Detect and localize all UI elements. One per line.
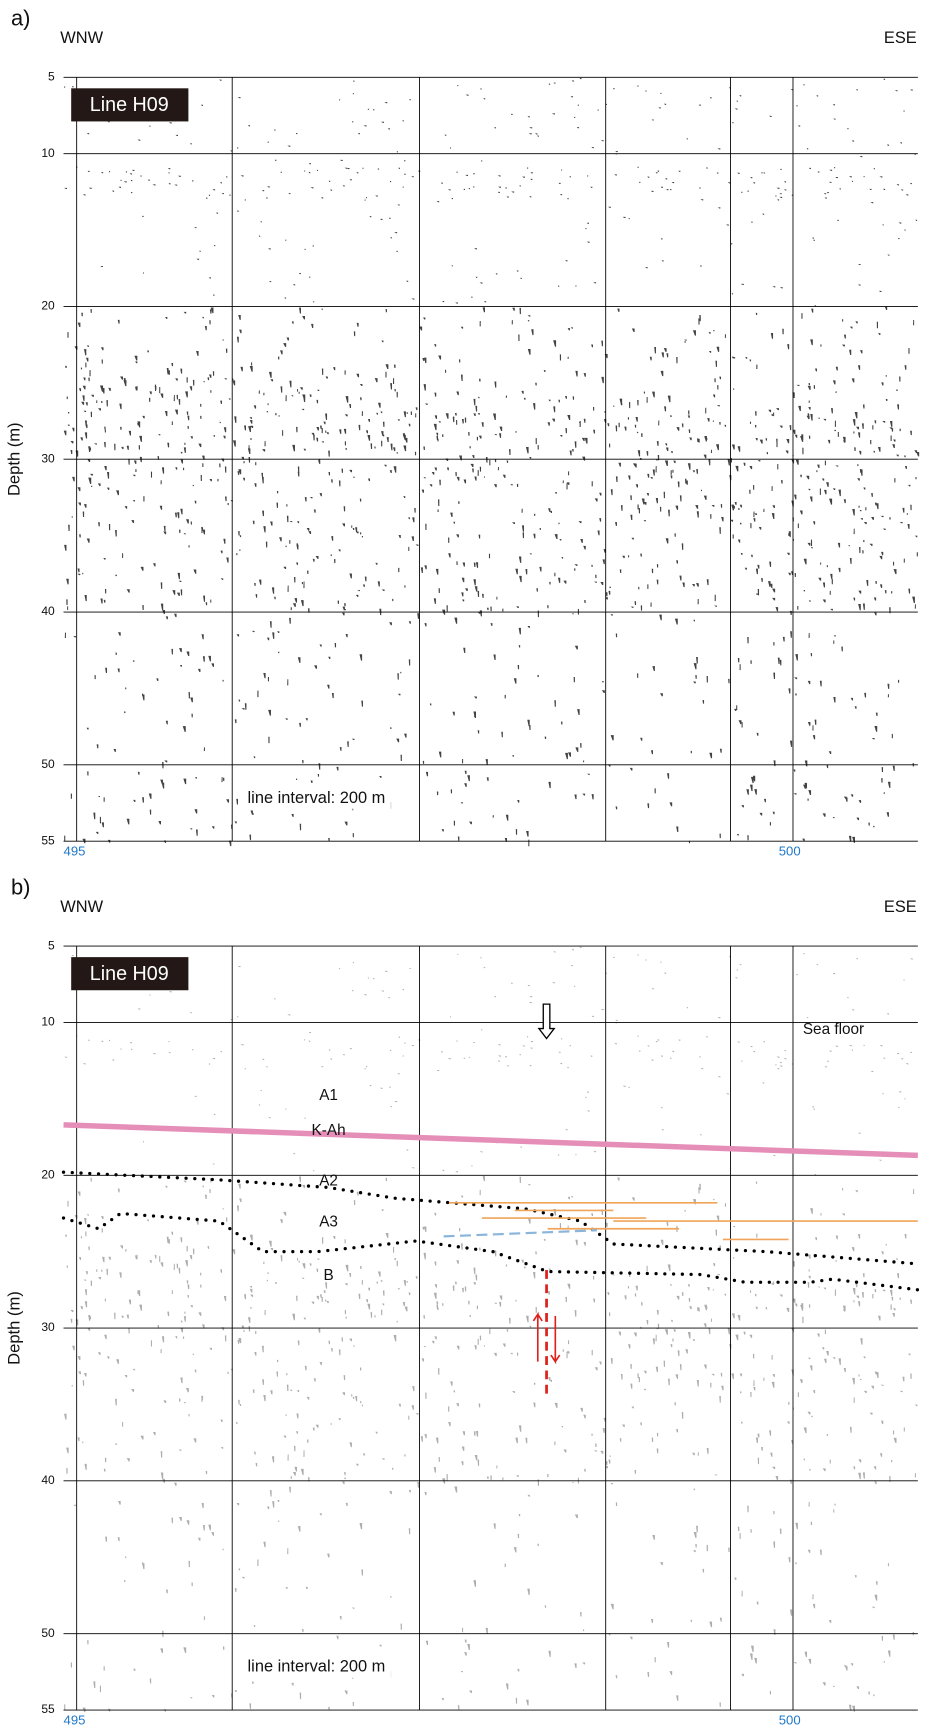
x-label: 500 [779,1713,801,1728]
fault-arrow-down [550,1315,561,1365]
direction-left: WNW [60,29,103,47]
y-tick-label: 55 [41,833,55,847]
y-tick-label: 50 [41,757,55,771]
line-name: Line H09 [90,94,169,116]
y-tick-label: 50 [41,1626,55,1640]
x-label: 495 [64,844,86,859]
direction-left: WNW [60,898,103,916]
panel-label: b) [11,874,30,899]
direction-right: ESE [884,29,917,47]
y-tick-label: 30 [41,451,55,465]
y-tick-label: 20 [41,1167,55,1181]
line-name-box [71,957,189,991]
y-tick-label: 40 [41,604,55,618]
fault-arrow-up [532,1311,543,1362]
unit-label: K-Ah [312,1122,346,1139]
seismic-texture [64,946,918,1713]
y-tick-label: 5 [48,938,55,952]
line-name-box [71,88,189,122]
direction-right: ESE [884,898,917,916]
y-tick-label: 10 [41,1015,55,1029]
x-label: 500 [779,844,801,859]
boundary [61,1211,920,1292]
unit-label: B [323,1267,333,1284]
reflector-blue [443,1229,597,1238]
y-axis-label: Depth (m) [6,1291,24,1365]
unit-label: A2 [319,1172,338,1189]
note: line interval: 200 m [248,1658,386,1676]
y-tick-label: 55 [41,1702,55,1716]
y-tick-label: 10 [41,146,55,160]
note-bg [243,787,410,810]
x-label: 495 [64,1713,86,1728]
y-tick-label: 20 [41,299,55,313]
note: line interval: 200 m [248,789,386,807]
unit-label: A1 [319,1087,338,1104]
note-bg [243,1656,410,1679]
boundary [61,1170,920,1266]
unit-label: A3 [319,1214,338,1231]
y-tick-label: 5 [48,69,55,83]
panel-label: a) [11,6,30,31]
y-axis-label: Depth (m) [6,422,24,496]
line-name: Line H09 [90,963,169,985]
sea-floor-arrow [537,1003,556,1040]
k-ah-tephra [63,1122,918,1159]
seismic-texture [63,78,920,847]
unit-label: Sea floor [803,1021,864,1038]
y-tick-label: 30 [41,1320,55,1334]
y-tick-label: 40 [41,1473,55,1487]
